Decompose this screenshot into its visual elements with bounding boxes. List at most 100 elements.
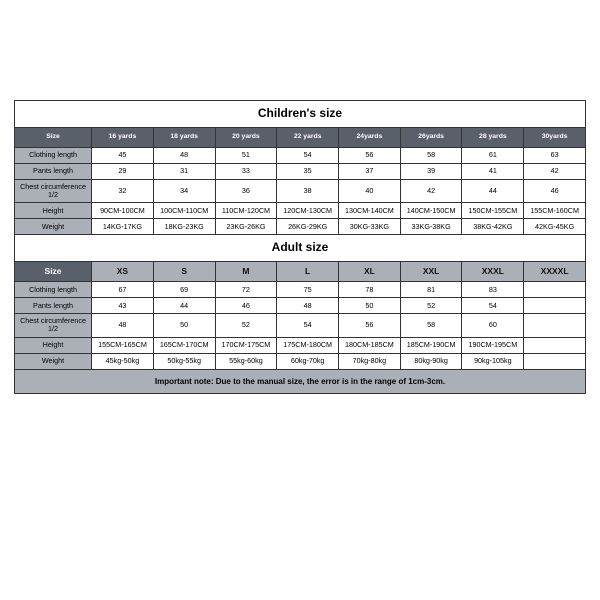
cell: 165CM-170CM (153, 337, 215, 353)
cell: 155CM-165CM (92, 337, 154, 353)
cell: 69 (153, 282, 215, 298)
children-size-col: 20 yards (215, 127, 277, 147)
adult-size-col: XXL (400, 262, 462, 282)
cell: 61 (462, 147, 524, 163)
cell: 23KG-26KG (215, 219, 277, 235)
cell: 33KG-38KG (400, 219, 462, 235)
cell: 180CM-185CM (339, 337, 401, 353)
children-size-col: 18 yards (153, 127, 215, 147)
adult-clothing-row: Clothing length 67 69 72 75 78 81 83 (15, 282, 586, 298)
cell: 190CM-195CM (462, 337, 524, 353)
children-title-row: Children's size (15, 101, 586, 128)
adult-title-row: Adult size (15, 235, 586, 262)
cell: 60 (462, 314, 524, 338)
cell: 75 (277, 282, 339, 298)
important-note: Important note: Due to the manual size, … (15, 369, 586, 393)
children-chest-row: Chest circumference 1/2 32 34 36 38 40 4… (15, 179, 586, 203)
cell: 140CM-150CM (400, 203, 462, 219)
cell: 44 (462, 179, 524, 203)
cell: 185CM-190CM (400, 337, 462, 353)
cell: 35 (277, 163, 339, 179)
cell: 32 (92, 179, 154, 203)
adult-weight-row: Weight 45kg-50kg 50kg-55kg 55kg-60kg 60k… (15, 353, 586, 369)
adult-title: Adult size (15, 235, 586, 262)
cell: 56 (339, 147, 401, 163)
cell: 56 (339, 314, 401, 338)
adult-size-col: XL (339, 262, 401, 282)
adult-height-row: Height 155CM-165CM 165CM-170CM 170CM-175… (15, 337, 586, 353)
row-label: Pants length (15, 163, 92, 179)
cell: 110CM-120CM (215, 203, 277, 219)
size-label: Size (15, 262, 92, 282)
row-label: Chest circumference 1/2 (15, 314, 92, 338)
cell: 60kg-70kg (277, 353, 339, 369)
cell: 37 (339, 163, 401, 179)
cell: 170CM-175CM (215, 337, 277, 353)
row-label: Weight (15, 219, 92, 235)
cell: 81 (400, 282, 462, 298)
adult-size-col: S (153, 262, 215, 282)
children-size-col: 30yards (524, 127, 586, 147)
adult-size-col: XXXL (462, 262, 524, 282)
cell: 130CM-140CM (339, 203, 401, 219)
cell: 78 (339, 282, 401, 298)
adult-size-col: L (277, 262, 339, 282)
cell: 34 (153, 179, 215, 203)
cell (524, 314, 586, 338)
adult-header-row: Size XS S M L XL XXL XXXL XXXXL (15, 262, 586, 282)
cell: 52 (215, 314, 277, 338)
cell: 44 (153, 298, 215, 314)
adult-size-col: M (215, 262, 277, 282)
cell (524, 298, 586, 314)
adult-pants-row: Pants length 43 44 46 48 50 52 54 (15, 298, 586, 314)
cell: 55kg-60kg (215, 353, 277, 369)
cell: 51 (215, 147, 277, 163)
cell: 42 (524, 163, 586, 179)
row-label: Clothing length (15, 282, 92, 298)
cell: 42KG-45KG (524, 219, 586, 235)
cell: 45kg-50kg (92, 353, 154, 369)
cell: 36 (215, 179, 277, 203)
children-size-col: 28 yards (462, 127, 524, 147)
cell: 30KG-33KG (339, 219, 401, 235)
cell: 150CM-155CM (462, 203, 524, 219)
cell: 18KG-23KG (153, 219, 215, 235)
children-size-col: 22 yards (277, 127, 339, 147)
row-label: Chest circumference 1/2 (15, 179, 92, 203)
size-chart-page: Children's size Size 16 yards 18 yards 2… (0, 0, 600, 600)
cell: 38KG-42KG (462, 219, 524, 235)
cell: 72 (215, 282, 277, 298)
cell (524, 353, 586, 369)
cell: 48 (153, 147, 215, 163)
row-label: Height (15, 203, 92, 219)
cell: 83 (462, 282, 524, 298)
children-size-col: 24yards (339, 127, 401, 147)
size-label: Size (15, 127, 92, 147)
cell: 120CM-130CM (277, 203, 339, 219)
cell: 54 (277, 314, 339, 338)
cell: 14KG-17KG (92, 219, 154, 235)
cell: 175CM-180CM (277, 337, 339, 353)
cell: 67 (92, 282, 154, 298)
cell: 90CM-100CM (92, 203, 154, 219)
cell: 26KG-29KG (277, 219, 339, 235)
adult-size-col: XS (92, 262, 154, 282)
cell: 46 (524, 179, 586, 203)
cell: 48 (277, 298, 339, 314)
cell: 54 (277, 147, 339, 163)
cell: 70kg-80kg (339, 353, 401, 369)
cell: 50 (153, 314, 215, 338)
adult-chest-row: Chest circumference 1/2 48 50 52 54 56 5… (15, 314, 586, 338)
cell: 100CM-110CM (153, 203, 215, 219)
cell: 48 (92, 314, 154, 338)
children-clothing-row: Clothing length 45 48 51 54 56 58 61 63 (15, 147, 586, 163)
cell: 54 (462, 298, 524, 314)
cell: 50kg-55kg (153, 353, 215, 369)
cell: 33 (215, 163, 277, 179)
cell: 42 (400, 179, 462, 203)
row-label: Weight (15, 353, 92, 369)
children-height-row: Height 90CM-100CM 100CM-110CM 110CM-120C… (15, 203, 586, 219)
cell: 40 (339, 179, 401, 203)
row-label: Pants length (15, 298, 92, 314)
cell: 31 (153, 163, 215, 179)
